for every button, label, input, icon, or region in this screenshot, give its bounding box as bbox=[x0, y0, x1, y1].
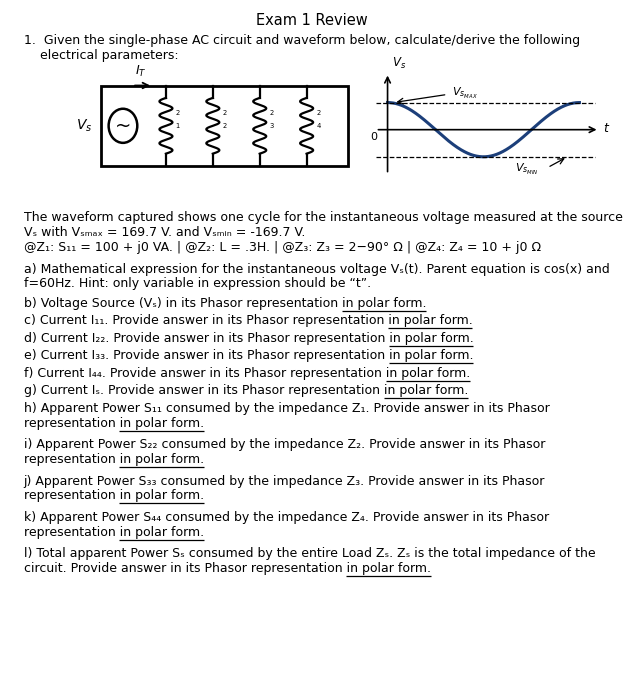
Text: $_2$: $_2$ bbox=[222, 121, 227, 131]
Text: $_2$: $_2$ bbox=[316, 108, 321, 118]
Text: h) Apparent Power S₁₁ consumed by the impedance Z₁. Provide answer in its Phasor: h) Apparent Power S₁₁ consumed by the im… bbox=[24, 402, 549, 415]
Text: Vₛ with Vₛₘₐₓ = 169.7 V. and Vₛₘᵢₙ = -169.7 V.: Vₛ with Vₛₘₐₓ = 169.7 V. and Vₛₘᵢₙ = -16… bbox=[24, 226, 305, 239]
Text: The waveform captured shows one cycle for the instantaneous voltage measured at : The waveform captured shows one cycle fo… bbox=[24, 211, 622, 225]
Text: $V_{s_{MIN}}$: $V_{s_{MIN}}$ bbox=[515, 162, 540, 176]
Text: c) Current I₁₁. Provide answer in its Phasor representation in polar form.: c) Current I₁₁. Provide answer in its Ph… bbox=[24, 314, 472, 328]
Text: $V_s$: $V_s$ bbox=[391, 56, 406, 71]
Text: representation in polar form.: representation in polar form. bbox=[24, 526, 204, 539]
Text: $_2$: $_2$ bbox=[222, 108, 227, 118]
Text: representation in polar form.: representation in polar form. bbox=[24, 453, 204, 466]
Text: $I_T$: $I_T$ bbox=[135, 64, 147, 79]
Text: $_2$: $_2$ bbox=[175, 108, 181, 118]
Text: $V_{s_{MAX}}$: $V_{s_{MAX}}$ bbox=[452, 85, 477, 101]
Text: l) Total apparent Power Sₛ consumed by the entire Load Zₛ. Zₛ is the total imped: l) Total apparent Power Sₛ consumed by t… bbox=[24, 547, 596, 561]
Text: e) Current I₃₃. Provide answer in its Phasor representation in polar form.: e) Current I₃₃. Provide answer in its Ph… bbox=[24, 349, 473, 363]
Text: j) Apparent Power S₃₃ consumed by the impedance Z₃. Provide answer in its Phasor: j) Apparent Power S₃₃ consumed by the im… bbox=[24, 475, 545, 488]
Text: $_4$: $_4$ bbox=[316, 121, 322, 131]
Text: i) Apparent Power S₂₂ consumed by the impedance Z₂. Provide answer in its Phasor: i) Apparent Power S₂₂ consumed by the im… bbox=[24, 438, 545, 452]
Text: Exam 1 Review: Exam 1 Review bbox=[255, 13, 368, 27]
Text: ~: ~ bbox=[115, 116, 131, 135]
Text: $_1$: $_1$ bbox=[175, 121, 181, 131]
Text: representation in polar form.: representation in polar form. bbox=[24, 489, 204, 503]
Text: 0: 0 bbox=[370, 132, 377, 142]
Text: $_3$: $_3$ bbox=[269, 121, 275, 131]
Text: d) Current I₂₂. Provide answer in its Phasor representation in polar form.: d) Current I₂₂. Provide answer in its Ph… bbox=[24, 332, 473, 345]
Text: b) Voltage Source (Vₛ) in its Phasor representation in polar form.: b) Voltage Source (Vₛ) in its Phasor rep… bbox=[24, 297, 426, 310]
Bar bbox=[101, 85, 348, 166]
Text: f) Current I₄₄. Provide answer in its Phasor representation in polar form.: f) Current I₄₄. Provide answer in its Ph… bbox=[24, 367, 470, 380]
Text: k) Apparent Power S₄₄ consumed by the impedance Z₄. Provide answer in its Phasor: k) Apparent Power S₄₄ consumed by the im… bbox=[24, 511, 549, 524]
Text: 1.  Given the single-phase AC circuit and waveform below, calculate/derive the f: 1. Given the single-phase AC circuit and… bbox=[24, 34, 580, 47]
Text: $t$: $t$ bbox=[604, 122, 611, 135]
Text: a) Mathematical expression for the instantaneous voltage Vₛ(t). Parent equation : a) Mathematical expression for the insta… bbox=[24, 262, 609, 276]
Text: @Z₁: S₁₁ = 100 + j0 VA. | @Z₂: L = .3H. | @Z₃: Z₃ = 2−90° Ω | @Z₄: Z₄ = 10 + j0 : @Z₁: S₁₁ = 100 + j0 VA. | @Z₂: L = .3H. … bbox=[24, 241, 541, 254]
Text: circuit. Provide answer in its Phasor representation in polar form.: circuit. Provide answer in its Phasor re… bbox=[24, 562, 430, 575]
Text: $V_s$: $V_s$ bbox=[76, 118, 92, 134]
Text: g) Current Iₛ. Provide answer in its Phasor representation in polar form.: g) Current Iₛ. Provide answer in its Pha… bbox=[24, 384, 468, 398]
Text: representation in polar form.: representation in polar form. bbox=[24, 416, 204, 430]
Text: f=60Hz. Hint: only variable in expression should be “t”.: f=60Hz. Hint: only variable in expressio… bbox=[24, 277, 371, 290]
Text: $_2$: $_2$ bbox=[269, 108, 275, 118]
Text: electrical parameters:: electrical parameters: bbox=[40, 49, 179, 62]
